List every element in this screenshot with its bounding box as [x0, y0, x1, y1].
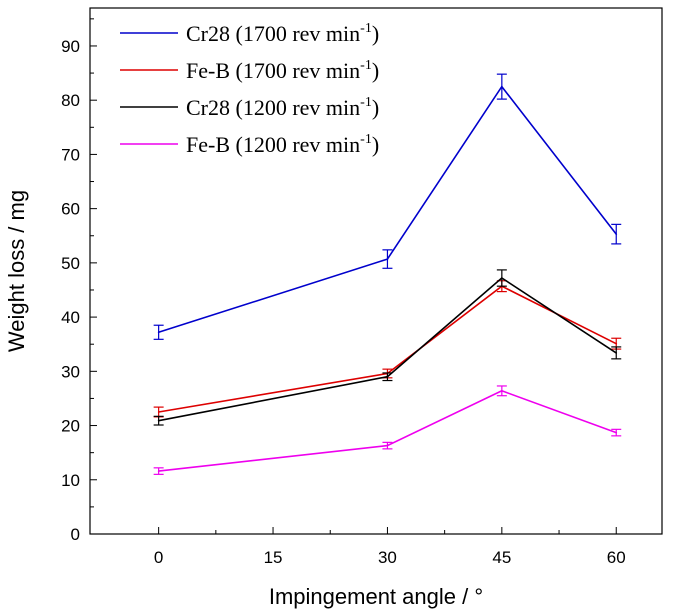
x-axis-title: Impingement angle / ° [269, 584, 483, 609]
series-2 [153, 280, 622, 418]
series-3 [153, 269, 622, 426]
data-point [157, 411, 160, 413]
y-tick-label: 90 [61, 37, 80, 56]
y-tick-label: 60 [61, 200, 80, 219]
data-point [386, 444, 389, 447]
data-point [501, 390, 503, 392]
legend-close-paren: ) [372, 95, 379, 120]
x-tick-label: 60 [607, 548, 626, 567]
series-4 [153, 385, 622, 475]
error-bar [382, 372, 393, 382]
axis-ticks [90, 18, 617, 535]
y-tick-label: 70 [61, 145, 80, 164]
series-line [158, 285, 617, 413]
error-bar [153, 324, 164, 340]
legend-label: Fe-B (1700 rev min-1) [186, 58, 379, 83]
y-tick-label: 0 [71, 525, 80, 544]
error-bar [611, 223, 622, 245]
legend-superscript: -1 [360, 21, 372, 36]
x-tick-label: 30 [378, 548, 397, 567]
y-tick-label: 80 [61, 91, 80, 110]
legend-close-paren: ) [372, 21, 379, 46]
data-point [157, 331, 160, 334]
legend-superscript: -1 [360, 58, 372, 73]
series-line [158, 389, 617, 472]
legend-close-paren: ) [372, 58, 379, 83]
error-bar [611, 428, 622, 437]
error-bar [496, 385, 507, 397]
data-point [501, 277, 503, 279]
y-tick-label: 10 [61, 471, 80, 490]
data-point [157, 470, 160, 472]
data-point [157, 419, 160, 422]
y-tick-label: 40 [61, 308, 80, 327]
series-layer [153, 73, 622, 475]
error-bar [496, 73, 507, 100]
series-1 [153, 73, 622, 340]
error-bar [611, 346, 622, 360]
error-bar [153, 415, 164, 426]
legend: Cr28 (1700 rev min-1) Fe-B (1700 rev min-… [120, 21, 379, 157]
x-tick-label: 45 [492, 548, 511, 567]
x-tick-label: 0 [154, 548, 163, 567]
data-point [615, 342, 618, 345]
series-line [158, 277, 617, 422]
legend-superscript: -1 [360, 95, 372, 110]
legend-close-paren: ) [372, 132, 379, 157]
data-point [615, 431, 618, 434]
y-tick-label: 20 [61, 417, 80, 436]
data-point [615, 233, 618, 235]
legend-label: Cr28 (1200 rev min-1) [186, 95, 379, 120]
data-point [615, 352, 618, 354]
legend-superscript: -1 [360, 132, 372, 147]
legend-label: Cr28 (1700 rev min-1) [186, 21, 379, 46]
data-point [501, 85, 503, 88]
legend-label: Fe-B (1200 rev min-1) [186, 132, 379, 157]
series-line [158, 85, 617, 334]
data-point [386, 375, 389, 378]
error-bar [382, 249, 393, 269]
error-bar [153, 467, 164, 475]
tick-labels: 0 10 20 30 40 50 60 70 80 90 0 15 30 45 60 [61, 37, 626, 567]
x-tick-label: 15 [264, 548, 283, 567]
data-point [386, 258, 389, 260]
error-bar [496, 269, 507, 287]
y-tick-label: 30 [61, 362, 80, 381]
y-axis-title: Weight loss / mg [4, 190, 29, 352]
error-bar [382, 441, 393, 450]
plot-frame [89, 7, 663, 535]
y-tick-label: 50 [61, 254, 80, 273]
